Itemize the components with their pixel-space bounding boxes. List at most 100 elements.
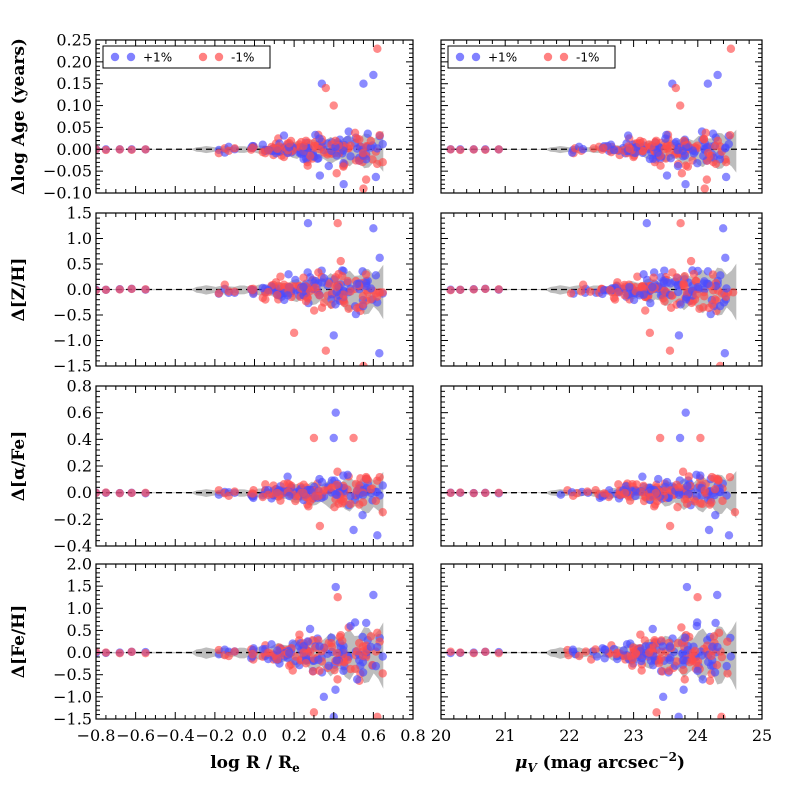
data-point-minus [248,143,257,153]
data-point-plus [673,161,683,171]
data-point-minus [315,144,324,154]
data-point-minus [263,287,273,297]
data-point-minus [679,136,689,145]
data-point-minus [373,712,382,719]
data-point-plus [646,298,655,308]
data-point-minus [696,433,705,443]
data-point-minus [230,647,239,656]
data-point-minus [714,476,723,485]
data-point-plus [703,279,713,289]
data-point-minus [273,655,282,664]
y-tick-label: 0.10 [56,96,92,115]
data-point-minus [659,486,669,496]
data-point-minus [299,648,308,657]
data-point-minus [656,654,665,663]
data-point-minus [331,273,340,282]
data-point-plus [711,510,720,520]
data-point-minus [230,144,239,153]
legend-box [102,45,271,69]
x-tick-label: 25 [752,726,772,745]
data-point-plus [601,645,610,655]
data-point-plus [698,675,707,684]
data-point-minus [224,651,233,661]
data-point-plus [324,161,333,171]
legend-marker [198,52,208,62]
data-point-minus [692,290,701,299]
data-point-plus [680,633,690,642]
data-point-plus [283,472,292,481]
data-point-minus [700,486,709,495]
data-point-plus [638,472,647,481]
data-point-minus [344,304,353,314]
data-point-plus [692,621,702,631]
data-point-plus [674,490,684,500]
data-point-minus [676,219,685,228]
data-point-minus [101,488,111,497]
data-point-plus [658,642,667,651]
data-point-minus [101,285,111,295]
data-point-plus [273,646,282,655]
data-point-minus [127,488,136,498]
data-point-plus [653,148,662,157]
data-point-plus [682,582,692,592]
data-point-plus [673,287,683,297]
data-point-minus [690,497,700,506]
data-point-minus [315,291,324,300]
data-point-minus [362,474,371,483]
data-point-plus [373,298,382,307]
data-point-minus [566,289,576,298]
data-point-plus [683,481,692,491]
data-point-plus [722,284,731,293]
data-point-minus [263,490,273,500]
data-point-minus [713,136,723,146]
data-point-minus [655,433,665,443]
data-point-minus [115,285,124,294]
data-point-plus [358,490,368,500]
data-point-plus [726,652,736,661]
legend: +1% -1% [102,45,271,69]
data-point-plus [315,642,324,651]
data-point-minus [349,433,358,443]
data-point-minus [141,145,150,154]
data-point-minus [709,632,719,641]
data-point-plus [681,408,690,417]
data-point-minus [672,657,681,666]
x-tick-label: 20 [431,726,451,745]
data-point-plus [720,349,730,358]
data-point-plus [311,276,320,286]
data-point-plus [648,624,657,634]
y-tick-label: −1.5 [53,710,92,729]
y-tick-label: 0.5 [67,255,92,274]
plot-area [96,219,413,366]
data-point-plus [315,171,325,180]
x-tick-label: 0.8 [400,726,425,745]
data-point-plus [339,666,348,676]
x-axis-title-left: log R / Re [210,753,300,775]
data-point-minus [230,287,239,296]
data-point-minus [332,480,341,489]
x-tick-label: 0.6 [361,726,386,745]
data-point-plus [373,487,382,497]
data-point-minus [358,292,368,301]
data-point-plus [641,642,650,651]
data-point-plus [332,151,341,160]
data-point-minus [707,498,716,507]
data-point-minus [373,44,382,53]
data-point-minus [677,169,687,178]
data-point-minus [673,638,683,648]
data-point-plus [679,656,688,665]
data-point-minus [577,287,586,296]
x-tick-label: −0.6 [116,726,155,745]
data-point-plus [600,286,609,295]
data-point-minus [263,648,273,657]
data-point-minus [127,647,136,657]
data-point-minus [285,480,294,489]
data-point-plus [642,219,651,228]
y-tick-label: 1.5 [67,577,92,596]
y-tick-label: −1.0 [53,331,92,350]
data-point-minus [366,136,376,146]
data-point-minus [346,499,355,509]
data-point-minus [700,292,709,301]
data-point-plus [662,171,672,180]
data-point-minus [358,498,368,507]
